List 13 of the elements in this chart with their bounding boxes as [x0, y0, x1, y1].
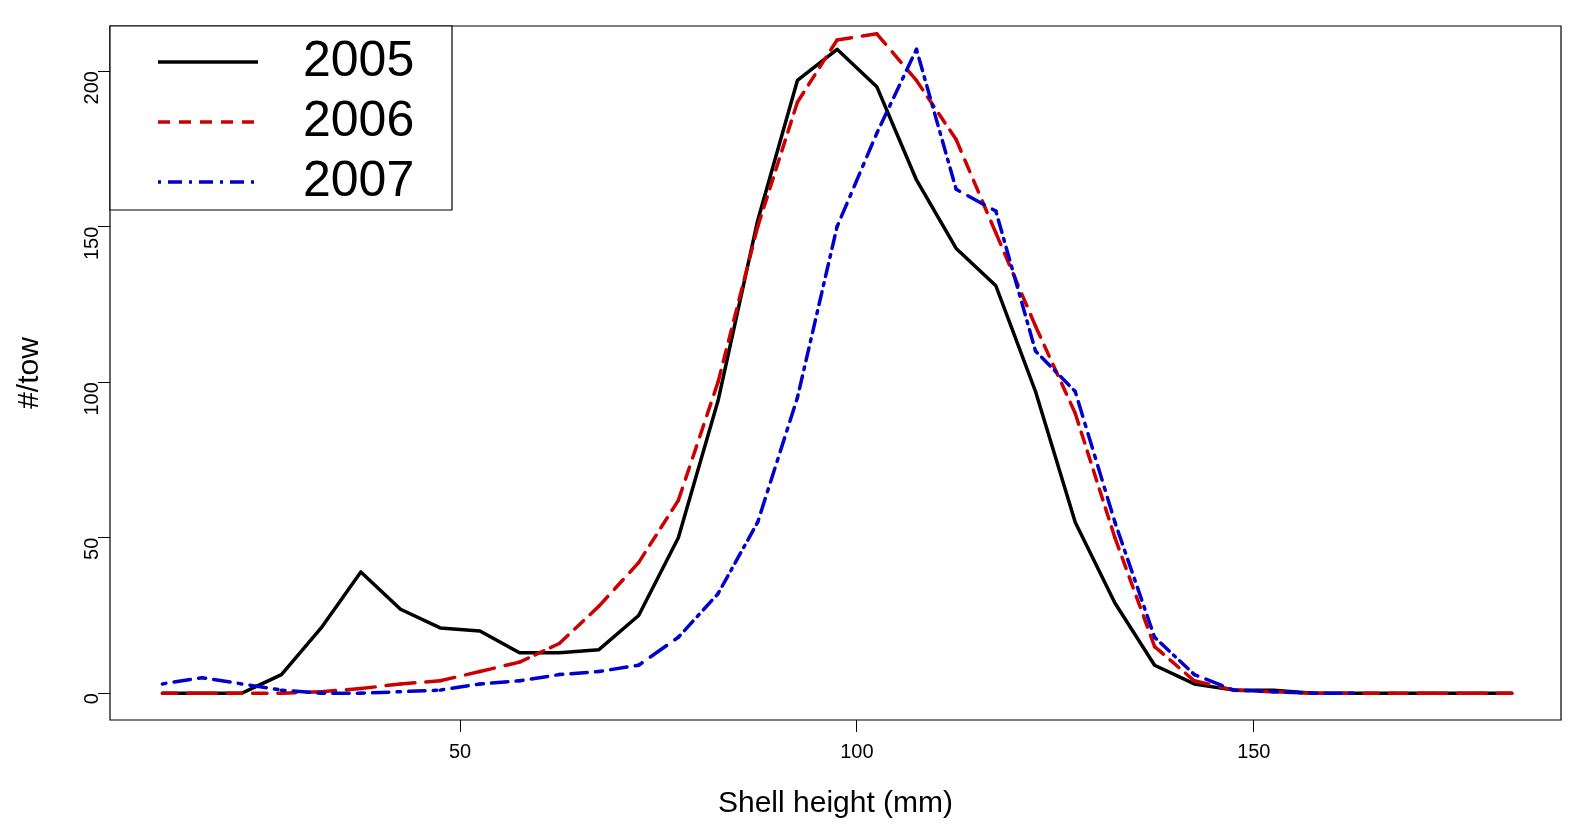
y-tick-label: 150: [79, 226, 102, 261]
y-tick-label: 50: [79, 537, 102, 560]
x-tick-label: 150: [1237, 739, 1271, 762]
y-tick-label: 100: [79, 382, 102, 416]
y-tick-label: 200: [79, 71, 102, 105]
legend-label: 2007: [303, 150, 415, 207]
y-tick-label: 0: [79, 693, 102, 705]
x-axis-title: Shell height (mm): [717, 785, 954, 819]
y-axis-title: #/tow: [11, 336, 45, 409]
x-tick-label: 50: [448, 739, 472, 762]
legend-label: 2005: [303, 30, 415, 87]
legend-label: 2006: [303, 90, 415, 147]
x-tick-label: 100: [840, 739, 874, 762]
